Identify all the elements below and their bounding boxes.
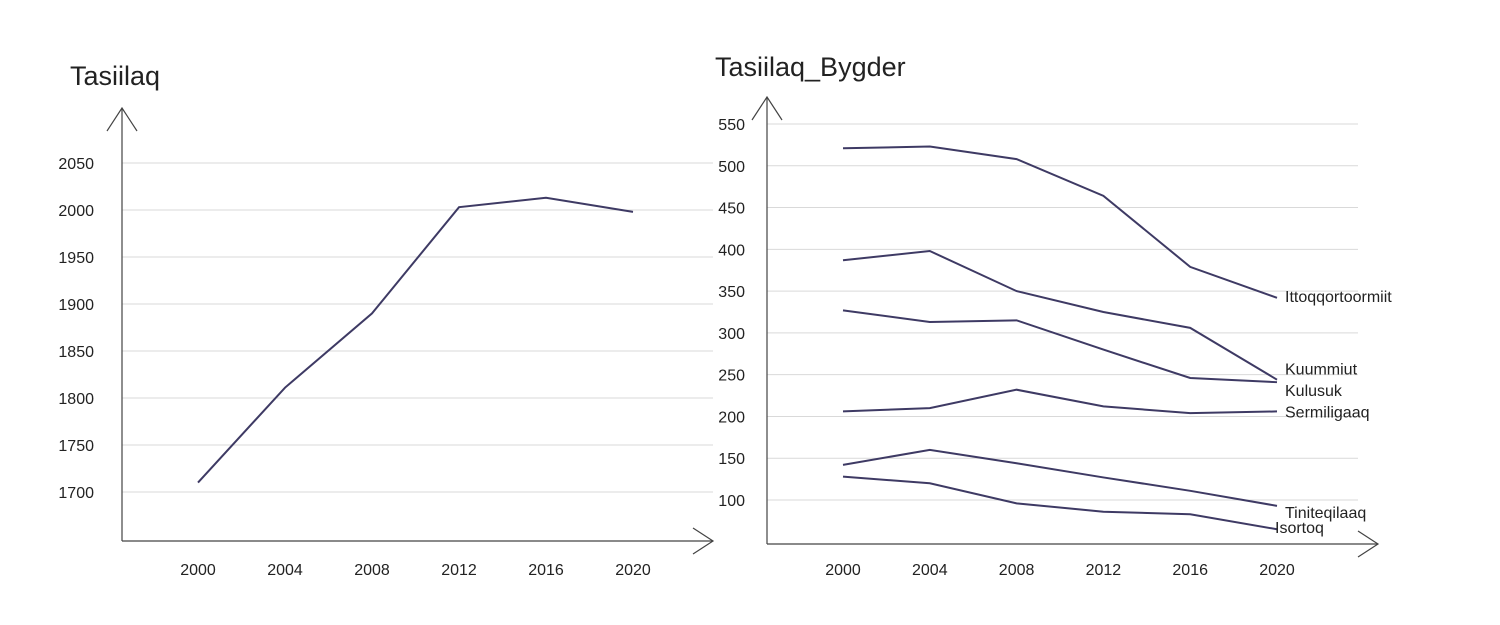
series-line: [842, 475, 1278, 531]
x-tick-label: 2016: [528, 562, 564, 579]
y-tick-label: 300: [718, 326, 745, 343]
y-tick-label: 350: [718, 284, 745, 301]
y-tick-label: 2050: [58, 156, 94, 173]
chart-title: Tasiilaq_Bygder: [715, 52, 906, 82]
y-tick-label: 400: [718, 242, 745, 259]
series-label: Tiniteqilaaq: [1285, 505, 1366, 522]
x-tick-label: 2012: [441, 562, 477, 579]
y-tick-label: 1800: [58, 391, 94, 408]
y-tick-label: 1700: [58, 485, 94, 502]
x-tick-label: 2004: [912, 562, 948, 579]
series-label: Ittoqqortoormiit: [1285, 289, 1392, 306]
y-tick-label: 200: [718, 409, 745, 426]
x-axis-arrow: [1357, 530, 1380, 558]
y-tick-label: 250: [718, 368, 745, 385]
x-tick-label: 2012: [1086, 562, 1122, 579]
y-tick-label: 150: [718, 451, 745, 468]
x-tick-label: 2008: [999, 562, 1035, 579]
y-axis-arrow: [751, 95, 783, 121]
series-line: [842, 388, 1278, 415]
x-tick-label: 2004: [267, 562, 303, 579]
y-tick-label: 500: [718, 159, 745, 176]
series-line: [842, 249, 1278, 381]
y-tick-label: 1750: [58, 438, 94, 455]
x-tick-label: 2016: [1172, 562, 1208, 579]
x-tick-label: 2000: [825, 562, 861, 579]
tasiilaq-bygder-chart: Tasiilaq_Bygder 100 150 200 250 300 350 400 450 5…: [715, 52, 1392, 579]
series-label: Isortoq: [1275, 520, 1324, 537]
series-label: Kuummiut: [1285, 362, 1358, 379]
series-line: [842, 145, 1278, 299]
chart-title: Tasiilaq: [70, 61, 160, 91]
series-line: [197, 196, 634, 484]
y-tick-label: 450: [718, 201, 745, 218]
x-tick-label: 2000: [180, 562, 216, 579]
y-axis-arrow: [106, 106, 138, 132]
tasiilaq-chart: Tasiilaq 1700 1750 1800 1850 1900 1950 2000 2050…: [58, 61, 715, 579]
y-tick-label: 2000: [58, 203, 94, 220]
series-line: [842, 309, 1278, 384]
y-tick-label: 1850: [58, 344, 94, 361]
x-tick-label: 2008: [354, 562, 390, 579]
y-tick-label: 100: [718, 493, 745, 510]
series-label: Sermiligaaq: [1285, 404, 1369, 421]
series-label: Kulusuk: [1285, 383, 1343, 400]
y-tick-label: 550: [718, 117, 745, 134]
y-tick-label: 1950: [58, 250, 94, 267]
x-axis-arrow: [692, 527, 715, 555]
x-tick-label: 2020: [1259, 562, 1295, 579]
series-line: [842, 448, 1278, 507]
y-tick-label: 1900: [58, 297, 94, 314]
x-tick-label: 2020: [615, 562, 651, 579]
